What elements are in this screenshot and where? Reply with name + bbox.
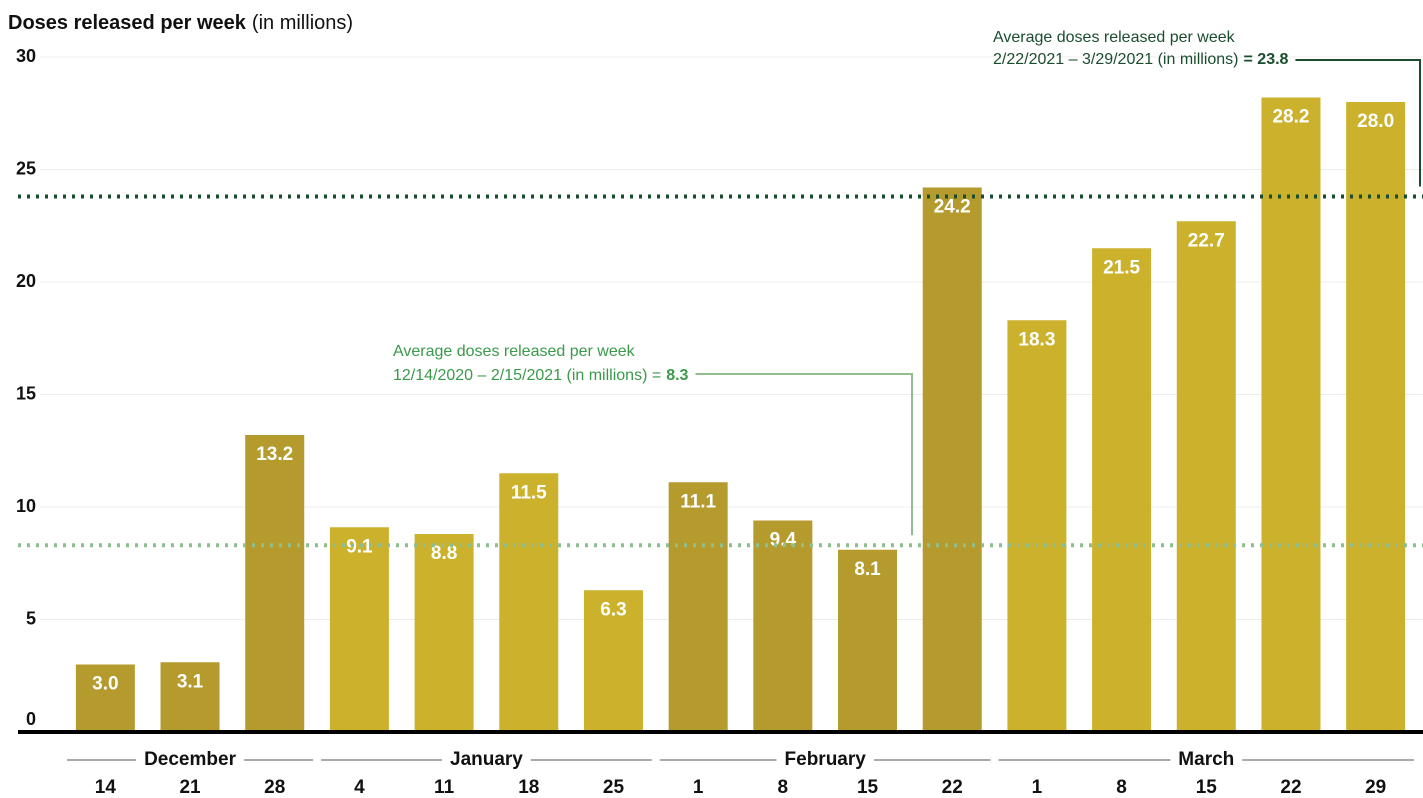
annotation-connector bbox=[1295, 59, 1421, 187]
value-label: 28.0 bbox=[1357, 111, 1394, 132]
bar bbox=[1176, 221, 1236, 732]
annotation-text: 2/22/2021 – 3/29/2021 (in millions) = 23.… bbox=[993, 51, 1289, 68]
subtitle: (in millions) bbox=[252, 12, 353, 34]
y-tick-label: 30 bbox=[16, 46, 36, 66]
month-label: March bbox=[1178, 749, 1234, 770]
value-label: 21.5 bbox=[1103, 257, 1140, 278]
annotation-connector bbox=[695, 373, 913, 536]
value-label: 24.2 bbox=[934, 197, 971, 218]
annotation-value: = 23.8 bbox=[1244, 51, 1289, 68]
bar bbox=[668, 482, 728, 732]
chart-title: Doses released per week (in millions) bbox=[8, 12, 353, 34]
bar bbox=[75, 664, 135, 732]
bar bbox=[1261, 97, 1321, 732]
x-tick-label: 15 bbox=[1196, 777, 1218, 798]
x-tick-label: 29 bbox=[1365, 777, 1386, 798]
bar bbox=[583, 590, 643, 732]
y-tick-label: 0 bbox=[26, 709, 36, 729]
x-tick-label: 18 bbox=[518, 777, 539, 798]
annotation-text: Average doses released per week bbox=[993, 29, 1236, 46]
value-label: 9.4 bbox=[770, 530, 797, 551]
value-label: 18.3 bbox=[1018, 329, 1055, 350]
value-label: 3.1 bbox=[177, 671, 204, 692]
bar bbox=[1007, 320, 1067, 732]
x-tick-label: 28 bbox=[264, 777, 285, 798]
month-label: December bbox=[144, 749, 236, 770]
value-label: 8.8 bbox=[431, 543, 457, 564]
y-tick-label: 15 bbox=[16, 383, 36, 403]
value-label: 9.1 bbox=[346, 536, 373, 557]
value-label: 3.0 bbox=[92, 674, 118, 695]
bar bbox=[1346, 102, 1406, 732]
bar bbox=[838, 549, 898, 732]
y-tick-label: 10 bbox=[16, 496, 36, 516]
bar bbox=[922, 187, 982, 732]
annotation-text: 2/22/2021 – 3/29/2021 (in millions) bbox=[993, 51, 1239, 68]
bar bbox=[499, 473, 559, 732]
title: Doses released per week bbox=[8, 12, 247, 34]
annotation-text: 12/14/2020 – 2/15/2021 (in millions) = bbox=[393, 367, 661, 384]
value-label: 28.2 bbox=[1272, 107, 1309, 128]
x-tick-label: 22 bbox=[1280, 777, 1301, 798]
x-tick-label: 8 bbox=[1116, 777, 1127, 798]
x-tick-label: 25 bbox=[603, 777, 625, 798]
x-tick-label: 22 bbox=[942, 777, 963, 798]
bar bbox=[1092, 248, 1152, 732]
bar bbox=[753, 520, 813, 732]
value-label: 8.1 bbox=[854, 559, 881, 580]
x-tick-label: 14 bbox=[95, 777, 117, 798]
bar bbox=[329, 527, 389, 732]
value-label: 11.1 bbox=[680, 491, 716, 512]
x-tick-label: 15 bbox=[857, 777, 879, 798]
value-label: 11.5 bbox=[511, 482, 547, 503]
y-tick-label: 20 bbox=[16, 271, 36, 291]
y-tick-label: 25 bbox=[16, 158, 36, 178]
month-label: January bbox=[450, 749, 523, 770]
x-tick-label: 1 bbox=[693, 777, 704, 798]
x-tick-label: 11 bbox=[434, 777, 455, 798]
value-label: 22.7 bbox=[1188, 230, 1225, 251]
x-tick-label: 21 bbox=[179, 777, 201, 798]
annotation-value: 8.3 bbox=[666, 367, 688, 384]
value-label: 13.2 bbox=[256, 444, 293, 465]
x-tick-label: 4 bbox=[354, 777, 365, 798]
y-tick-label: 5 bbox=[26, 608, 36, 628]
bar bbox=[414, 534, 474, 732]
bar bbox=[245, 435, 305, 732]
annotation-text: Average doses released per week bbox=[393, 343, 636, 360]
x-tick-label: 8 bbox=[778, 777, 789, 798]
annotation-text: 12/14/2020 – 2/15/2021 (in millions) = 8.… bbox=[393, 367, 689, 384]
bar bbox=[160, 662, 220, 732]
value-label: 6.3 bbox=[600, 599, 626, 620]
month-label: February bbox=[785, 749, 867, 770]
x-tick-label: 1 bbox=[1032, 777, 1043, 798]
